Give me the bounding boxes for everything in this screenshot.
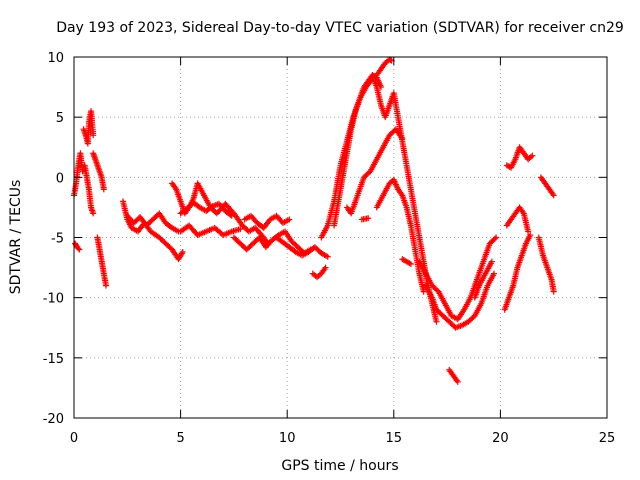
y-axis-label: SDTVAR / TECUs bbox=[8, 180, 24, 295]
data-point bbox=[433, 318, 440, 325]
x-tick-label: 25 bbox=[599, 431, 616, 446]
data-point bbox=[179, 248, 186, 255]
axis-ticks: 0 5 10 15 20 25 -20 -15 -10 -5 0 5 10 bbox=[43, 51, 616, 446]
x-axis-label: GPS time / hours bbox=[281, 458, 398, 474]
data-point bbox=[228, 212, 235, 219]
data-point bbox=[75, 245, 82, 252]
x-tick-label: 5 bbox=[176, 431, 184, 446]
data-point bbox=[488, 258, 495, 265]
data-point bbox=[550, 288, 557, 295]
data-point bbox=[76, 246, 83, 253]
x-tick-label: 20 bbox=[492, 431, 509, 446]
x-tick-label: 10 bbox=[279, 431, 296, 446]
data-point bbox=[237, 226, 244, 233]
data-points bbox=[71, 56, 557, 385]
data-point bbox=[399, 135, 406, 142]
y-tick-label: -15 bbox=[43, 352, 64, 367]
data-point bbox=[491, 235, 498, 242]
data-point bbox=[322, 264, 329, 271]
data-point bbox=[324, 253, 331, 260]
y-tick-label: -10 bbox=[43, 292, 64, 307]
data-point bbox=[286, 216, 293, 223]
data-point bbox=[387, 57, 394, 64]
y-tick-label: -20 bbox=[43, 412, 64, 427]
data-point bbox=[527, 232, 534, 239]
grid bbox=[74, 57, 607, 418]
data-point bbox=[525, 228, 532, 235]
x-tick-label: 15 bbox=[386, 431, 403, 446]
data-point bbox=[529, 152, 536, 159]
data-point bbox=[90, 132, 97, 139]
y-tick-label: -5 bbox=[51, 232, 64, 247]
plot-frame bbox=[73, 56, 608, 419]
data-point bbox=[407, 260, 414, 267]
y-tick-label: 5 bbox=[56, 111, 64, 126]
y-tick-label: 0 bbox=[56, 171, 64, 186]
data-point bbox=[227, 211, 234, 218]
chart-title: Day 193 of 2023, Sidereal Day-to-day VTE… bbox=[56, 20, 624, 36]
data-point bbox=[493, 234, 500, 241]
y-tick-label: 10 bbox=[47, 51, 64, 66]
data-point bbox=[102, 282, 109, 289]
data-point bbox=[90, 210, 97, 217]
data-point bbox=[550, 192, 557, 199]
data-point bbox=[420, 288, 427, 295]
data-point bbox=[454, 378, 461, 385]
data-point bbox=[100, 186, 107, 193]
data-point bbox=[365, 215, 372, 222]
x-tick-label: 0 bbox=[70, 431, 78, 446]
data-point bbox=[491, 270, 498, 277]
